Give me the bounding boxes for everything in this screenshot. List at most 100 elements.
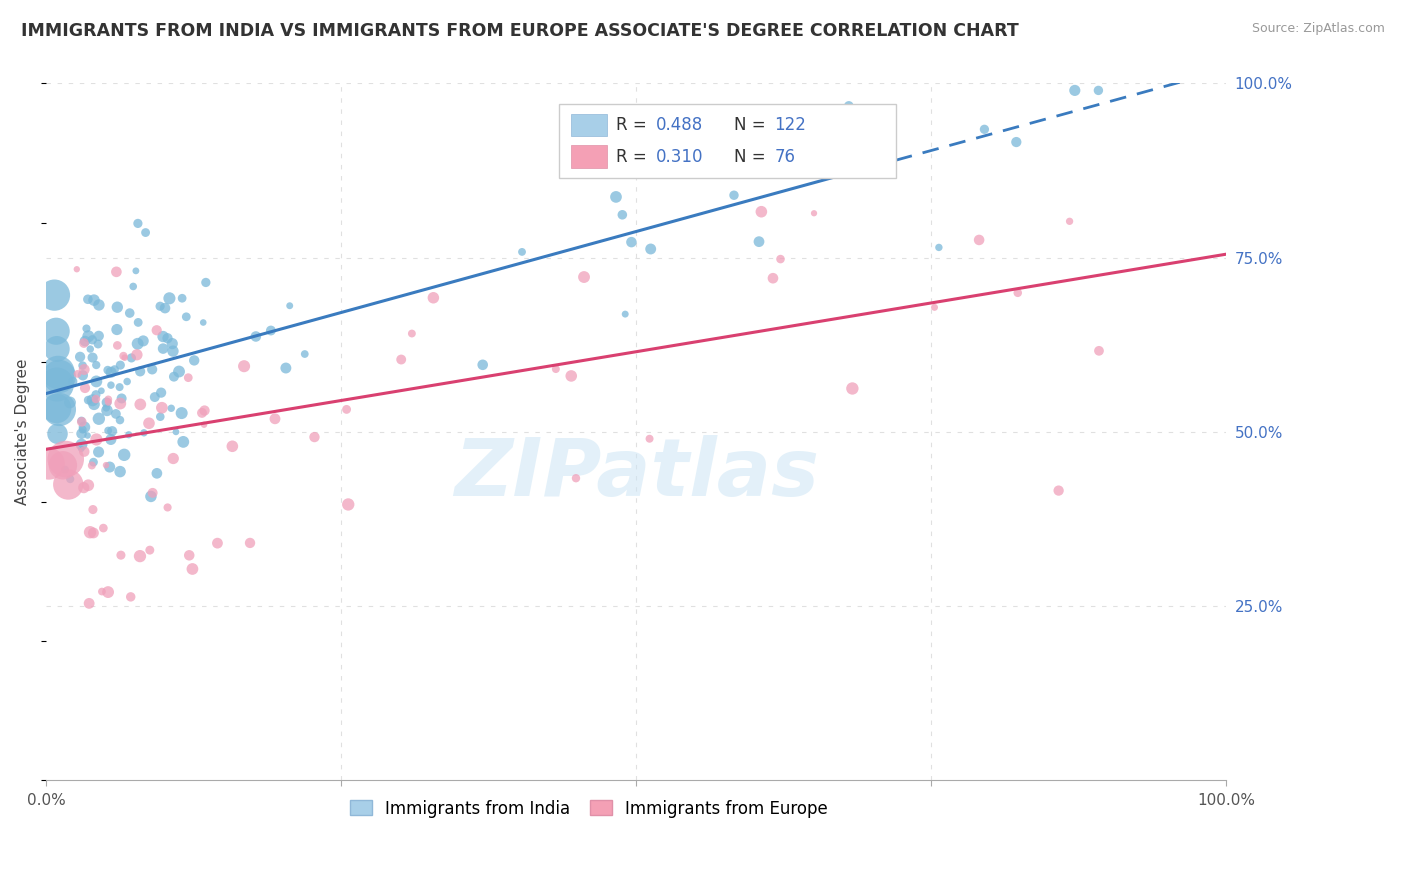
Point (233, 359, 256, 374)
Point (97, 363, 120, 377)
Point (77, 393, 100, 408)
Point (193, 316, 215, 330)
Point (108, 413, 131, 427)
Point (149, 299, 172, 313)
Point (274, 361, 297, 376)
Point (45, 342, 67, 356)
Point (135, 226, 157, 240)
Point (82, 525, 104, 540)
Point (87, 445, 110, 459)
Point (118, 306, 141, 320)
Point (72, 423, 94, 437)
Point (62, 375, 84, 389)
Point (84, 358, 107, 372)
Point (53, 462, 76, 476)
Point (239, 536, 262, 550)
Point (640, 242, 662, 256)
Point (73, 481, 96, 495)
Point (572, 270, 595, 285)
Point (100, 365, 122, 379)
Point (245, 329, 267, 343)
Point (112, 448, 135, 462)
Point (139, 490, 162, 504)
Y-axis label: Associate's Degree: Associate's Degree (15, 359, 30, 505)
Point (620, 235, 643, 249)
Point (94, 458, 117, 472)
Point (471, 358, 494, 372)
Point (162, 344, 184, 359)
Text: Source: ZipAtlas.com: Source: ZipAtlas.com (1251, 22, 1385, 36)
Point (165, 425, 187, 439)
Point (172, 291, 194, 305)
Text: N =: N = (734, 147, 770, 166)
Text: 0.310: 0.310 (657, 147, 703, 166)
Point (967, 233, 990, 247)
Point (1088, 343, 1111, 358)
Point (973, 122, 995, 136)
Point (156, 331, 179, 345)
Point (73, 362, 96, 376)
Point (264, 412, 287, 426)
Point (103, 362, 125, 376)
Point (75, 321, 97, 335)
Point (76, 428, 98, 442)
Point (87, 411, 110, 425)
Point (172, 434, 194, 449)
Point (179, 549, 201, 563)
Point (565, 471, 588, 485)
Point (66, 367, 89, 381)
Point (84, 392, 107, 406)
Point (294, 347, 316, 361)
Point (110, 548, 132, 562)
Point (638, 432, 661, 446)
Point (152, 342, 174, 356)
Point (149, 409, 172, 424)
Point (55, 452, 77, 467)
Point (127, 216, 149, 230)
Point (924, 301, 946, 315)
Point (96, 403, 118, 417)
Point (105, 265, 128, 279)
Point (748, 235, 770, 249)
Point (221, 439, 243, 453)
Point (38, 457, 60, 471)
Point (82, 333, 104, 347)
Point (73, 444, 96, 458)
Point (100, 378, 122, 392)
Point (129, 397, 152, 411)
Point (77, 329, 100, 343)
Point (72, 368, 94, 383)
Point (146, 467, 169, 481)
Point (111, 392, 134, 406)
FancyBboxPatch shape (571, 114, 606, 136)
Point (70, 442, 93, 456)
Point (336, 402, 359, 417)
Point (120, 590, 142, 604)
Point (97, 585, 120, 599)
Point (86, 433, 108, 447)
Point (141, 362, 163, 376)
Point (177, 370, 200, 384)
Point (69, 350, 91, 364)
Point (114, 351, 136, 365)
Text: R =: R = (616, 147, 652, 166)
Point (73, 381, 96, 395)
Point (97, 424, 120, 438)
Point (928, 240, 950, 254)
Point (82, 393, 104, 408)
Point (162, 336, 184, 351)
Point (108, 380, 131, 394)
Point (751, 204, 773, 219)
Point (1059, 214, 1081, 228)
Point (48, 402, 70, 417)
Point (127, 315, 149, 329)
Text: 76: 76 (775, 147, 796, 166)
Point (73, 336, 96, 351)
Point (838, 99, 860, 113)
Point (129, 549, 152, 563)
Point (129, 364, 152, 378)
Point (90, 384, 112, 398)
Point (841, 382, 863, 396)
Point (167, 365, 190, 379)
Point (59, 472, 82, 486)
